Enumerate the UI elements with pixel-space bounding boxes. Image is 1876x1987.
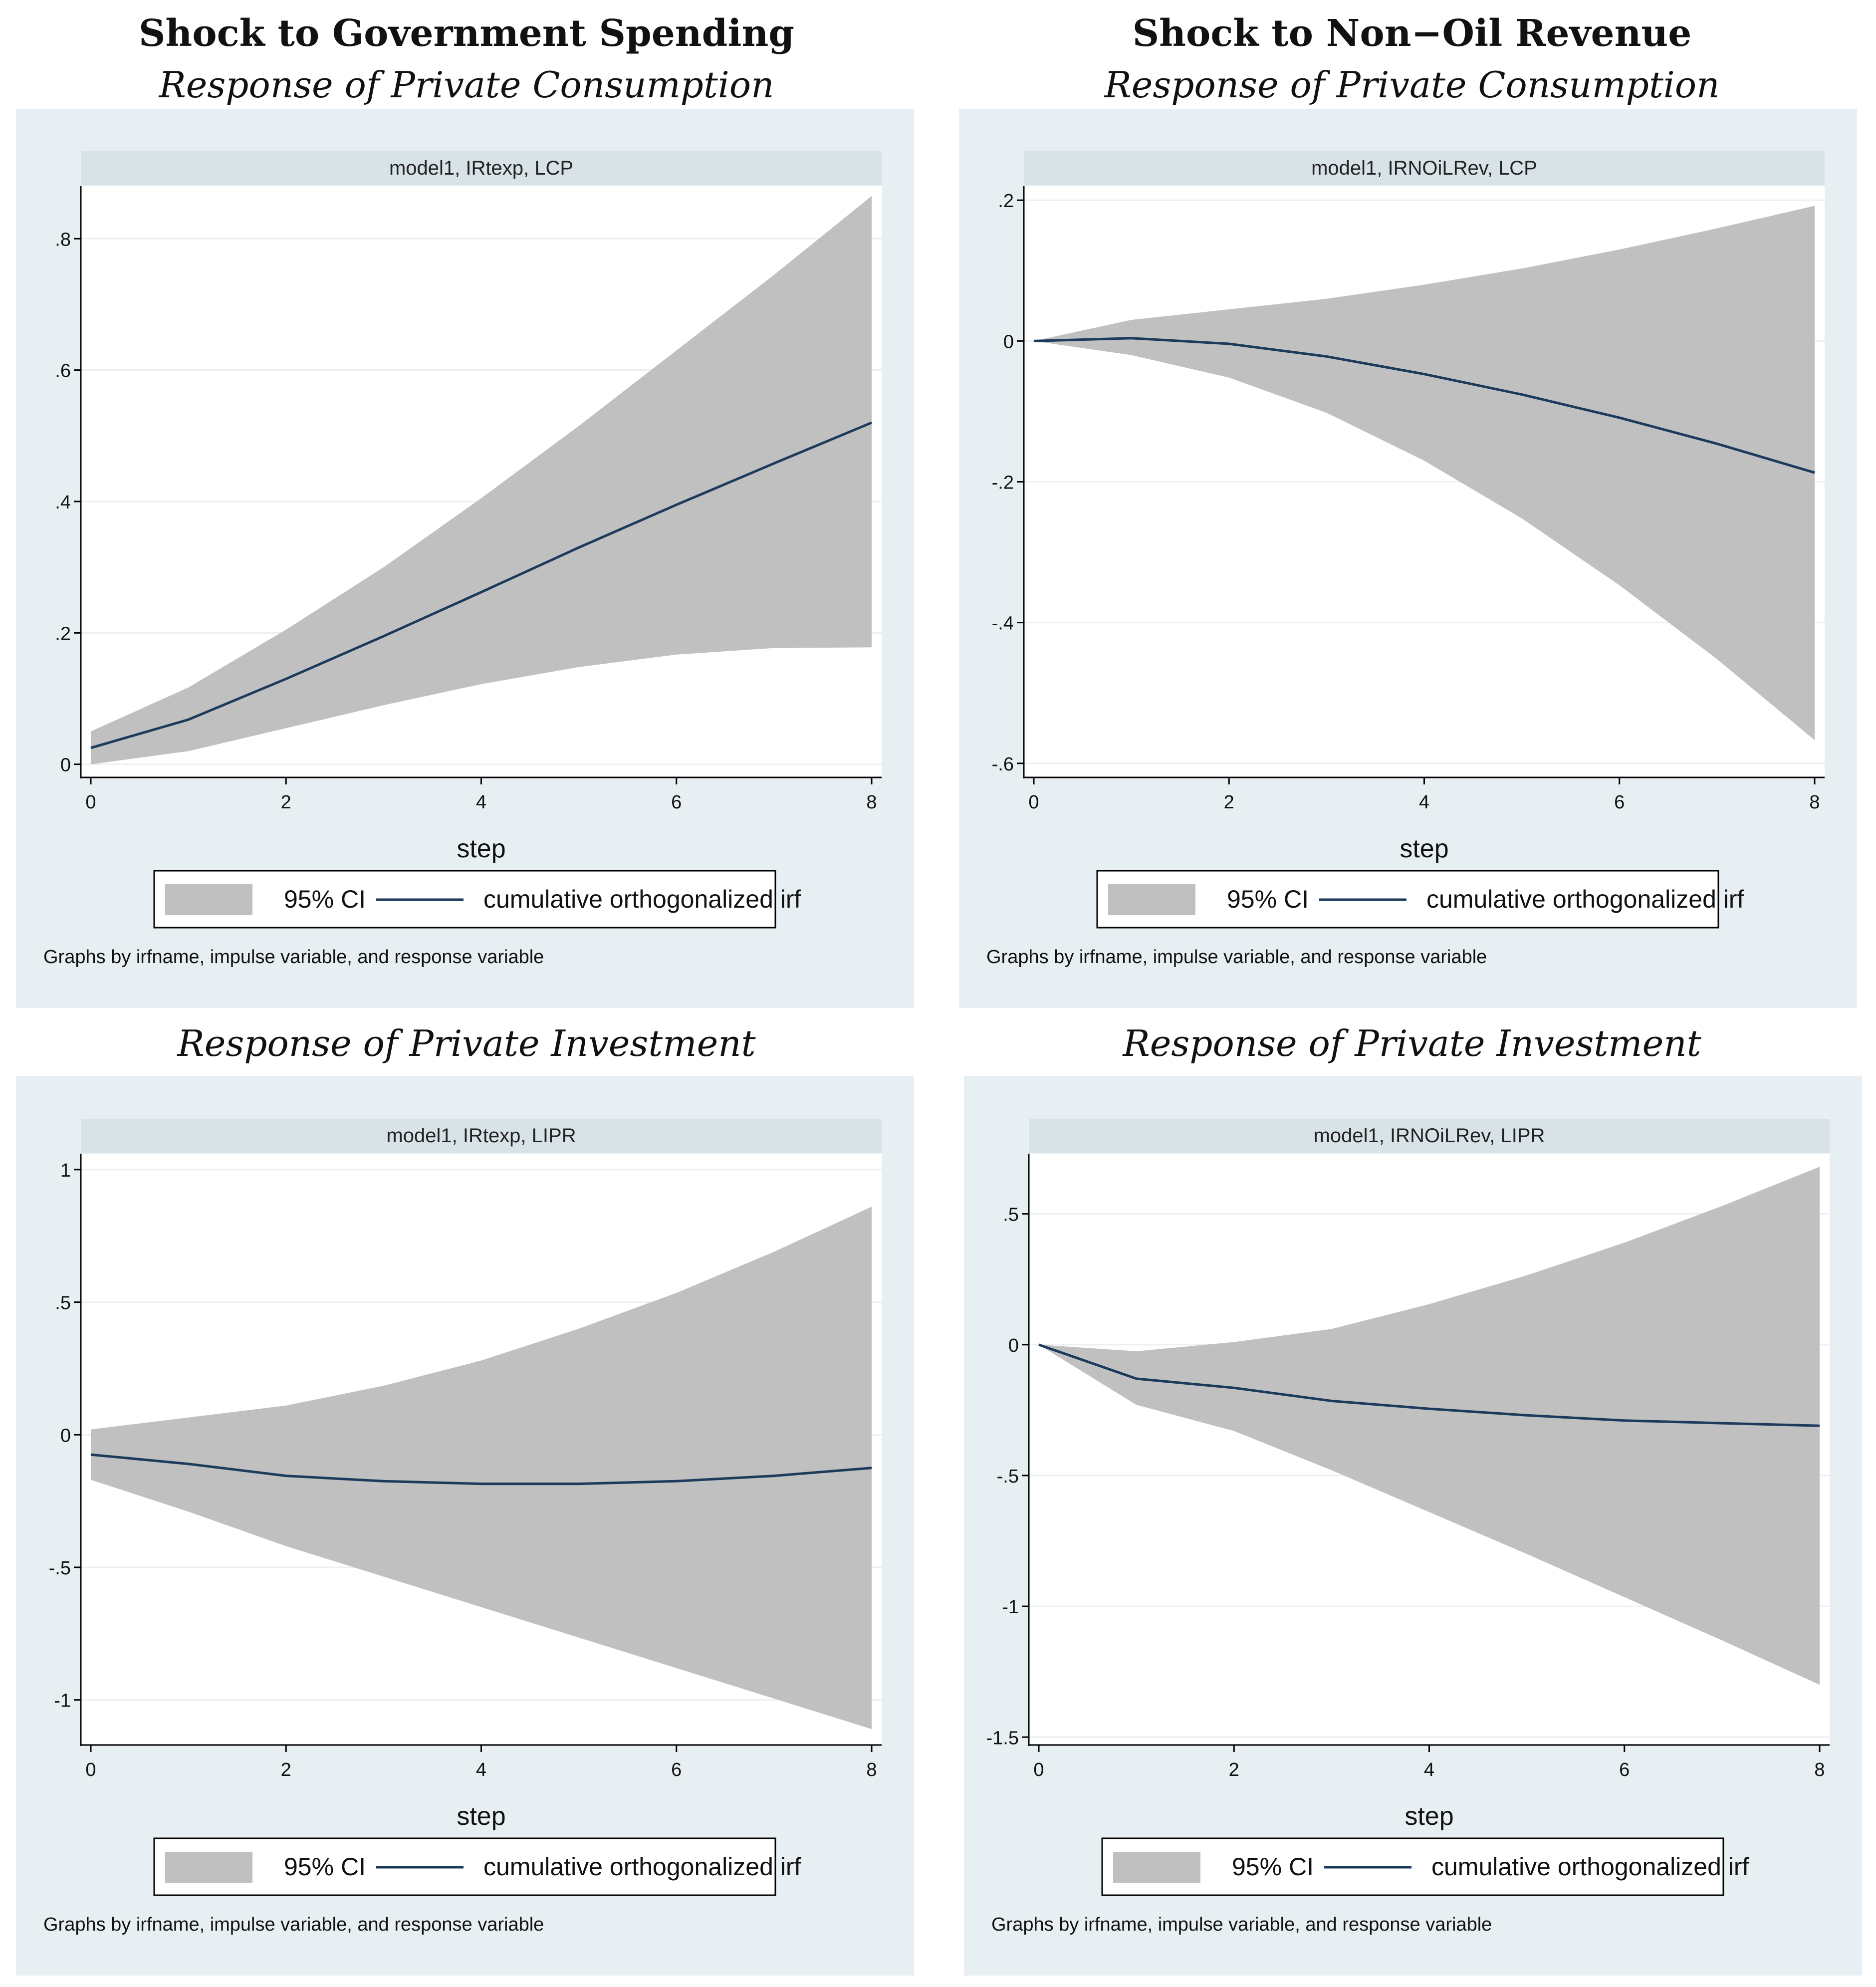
y-tick-label: -.5 [997, 1466, 1019, 1487]
x-tick-label: 6 [1619, 1759, 1630, 1780]
strip-background [81, 1119, 882, 1153]
x-tick-label: 6 [671, 1759, 682, 1780]
graph-note: Graphs by irfname, impulse variable, and… [43, 947, 544, 968]
strip-label: model1, IRtexp, LCP [389, 157, 573, 179]
irf-chart-bottom-right: model1, IRNOiLRev, LIPR -1.5 -1 -.5 0 .5 0 2 4 6 8… [986, 1119, 1830, 1935]
x-tick-label: 0 [85, 792, 96, 813]
legend-box [153, 1837, 776, 1896]
column-title-government-spending: Shock to Government Spending [138, 12, 794, 55]
legend-box [1101, 1837, 1724, 1896]
chart-panel-bottom-left: model1, IRtexp, LIPR -1 -.5 0 .5 1 0 2 4 6 8 step 95… [16, 1076, 914, 1976]
y-tick-label: .5 [55, 1293, 71, 1314]
y-tick-label: .4 [55, 492, 71, 513]
legend-box [153, 870, 776, 929]
x-tick-label: 4 [476, 792, 486, 813]
y-tick-label: -.5 [49, 1558, 71, 1579]
x-tick-label: 8 [1809, 792, 1820, 813]
legend-ci-swatch [1108, 884, 1195, 915]
column-title-non-oil-revenue: Shock to Non−Oil Revenue [1132, 12, 1692, 55]
subtitle-bottom-left: Response of Private Investment [177, 1022, 756, 1064]
x-axis-title: step [1400, 834, 1448, 863]
ci-band [1039, 1167, 1820, 1685]
y-tick-label: 0 [1008, 1335, 1019, 1356]
y-tick-label: .2 [55, 623, 71, 644]
y-tick-label: -.6 [992, 754, 1014, 775]
x-tick-label: 4 [1419, 792, 1429, 813]
y-tick-label: 1 [60, 1160, 71, 1181]
legend-box [1096, 870, 1719, 929]
strip-label: model1, IRNOiLRev, LCP [1311, 157, 1537, 179]
x-axis-title: step [457, 834, 505, 863]
legend-ci-swatch [1113, 1852, 1200, 1883]
legend-ci-label: 95% CI [284, 885, 366, 913]
legend-ci-label: 95% CI [284, 1853, 366, 1881]
irf-chart-bottom-left: model1, IRtexp, LIPR -1 -.5 0 .5 1 0 2 4 6 8 step 95… [43, 1119, 882, 1935]
subtitle-bottom-right: Response of Private Investment [1123, 1022, 1701, 1064]
y-tick-label: -1 [54, 1691, 71, 1712]
y-tick-label: -.2 [992, 473, 1014, 494]
x-tick-label: 6 [671, 792, 682, 813]
graph-note: Graphs by irfname, impulse variable, and… [991, 1914, 1492, 1935]
x-tick-label: 6 [1614, 792, 1625, 813]
x-tick-label: 8 [1814, 1759, 1825, 1780]
legend-irf-label: cumulative orthogonalized irf [483, 885, 801, 913]
y-tick-label: .2 [998, 191, 1014, 212]
strip-label: model1, IRNOiLRev, LIPR [1314, 1125, 1545, 1147]
legend-irf-label: cumulative orthogonalized irf [483, 1853, 801, 1881]
x-tick-label: 4 [1424, 1759, 1434, 1780]
legend-ci-swatch [165, 884, 252, 915]
irf-chart-top-left: model1, IRtexp, LCP 0 .2 .4 .6 .8 0 2 4 6 8 step 95%… [43, 151, 882, 968]
y-tick-label: .8 [55, 229, 71, 250]
x-tick-label: 0 [1033, 1759, 1044, 1780]
y-tick-label: 0 [1003, 331, 1014, 352]
ci-band [91, 196, 872, 764]
x-tick-label: 0 [85, 1759, 96, 1780]
x-tick-label: 2 [1224, 792, 1234, 813]
x-tick-label: 2 [1229, 1759, 1239, 1780]
chart-panel-top-right: model1, IRNOiLRev, LCP -.6 -.4 -.2 0 .2 0 2 4 6 8 s… [959, 109, 1857, 1008]
x-tick-label: 2 [281, 1759, 291, 1780]
legend-irf-label: cumulative orthogonalized irf [1431, 1853, 1749, 1881]
ci-band [91, 1207, 872, 1730]
legend-ci-label: 95% CI [1232, 1853, 1314, 1881]
irf-chart-top-right: model1, IRNOiLRev, LCP -.6 -.4 -.2 0 .2 0 2 4 6 8 s… [986, 151, 1825, 968]
y-tick-label: 0 [60, 1425, 71, 1446]
x-tick-label: 8 [866, 1759, 877, 1780]
x-tick-label: 8 [866, 792, 877, 813]
y-tick-label: 0 [60, 755, 71, 776]
graph-note: Graphs by irfname, impulse variable, and… [43, 1914, 544, 1935]
x-axis-title: step [457, 1802, 505, 1831]
x-axis-title: step [1405, 1802, 1453, 1831]
strip-background [81, 151, 882, 185]
legend-irf-label: cumulative orthogonalized irf [1426, 885, 1744, 913]
y-tick-label: -1 [1002, 1597, 1019, 1618]
legend-ci-swatch [165, 1852, 252, 1883]
y-tick-label: -.4 [992, 613, 1014, 634]
chart-panel-bottom-right: model1, IRNOiLRev, LIPR -1.5 -1 -.5 0 .5 0 2 4 6 8… [964, 1076, 1862, 1976]
strip-background [1029, 1119, 1830, 1153]
y-tick-label: .5 [1003, 1205, 1019, 1226]
x-tick-label: 0 [1028, 792, 1039, 813]
x-tick-label: 2 [281, 792, 291, 813]
x-tick-label: 4 [476, 1759, 486, 1780]
legend-ci-label: 95% CI [1227, 885, 1309, 913]
y-tick-label: .6 [55, 361, 71, 382]
subtitle-top-right: Response of Private Consumption [1104, 64, 1720, 106]
graph-note: Graphs by irfname, impulse variable, and… [986, 947, 1487, 968]
chart-panel-top-left: model1, IRtexp, LCP 0 .2 .4 .6 .8 0 2 4 6 8 step 95%… [16, 109, 914, 1008]
subtitle-top-left: Response of Private Consumption [159, 64, 774, 106]
strip-background [1024, 151, 1825, 185]
y-tick-label: -1.5 [986, 1728, 1019, 1748]
ci-band [1034, 206, 1815, 741]
strip-label: model1, IRtexp, LIPR [386, 1125, 576, 1147]
